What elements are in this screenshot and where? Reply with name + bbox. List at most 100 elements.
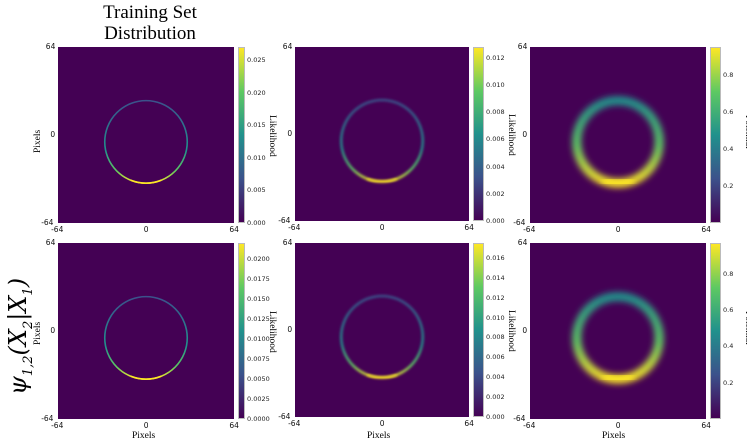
colorbar-tick-6-0: 0.2 bbox=[723, 378, 734, 387]
x-tick-4-0: -64 bbox=[51, 421, 64, 430]
ring-peak-mark-5 bbox=[366, 373, 398, 379]
x-tick-5-1: 0 bbox=[379, 419, 385, 428]
y-tick-4-0: 64 bbox=[45, 238, 56, 247]
colorbar-tick-4-2: 0.0050 bbox=[247, 375, 270, 383]
heatmap-panel-1 bbox=[58, 47, 234, 223]
x-tick-2-1: 0 bbox=[379, 223, 385, 232]
colorbar-label-4: Likelihood bbox=[267, 311, 277, 353]
ring-peak-mark-3 bbox=[601, 176, 635, 188]
colorbar-tick-1-0: 0.000 bbox=[247, 219, 266, 227]
x-tick-3-0: -64 bbox=[523, 225, 536, 234]
colorbar-tick-5-8: 0.016 bbox=[486, 253, 505, 262]
x-tick-6-1: 0 bbox=[615, 421, 621, 430]
colorbar-3 bbox=[710, 47, 721, 223]
colorbar-tick-1-1: 0.005 bbox=[247, 186, 266, 195]
ring-peak-mark-6 bbox=[601, 372, 635, 384]
y-tick-3-2: -64 bbox=[513, 218, 526, 227]
colorbar-tick-2-6: 0.012 bbox=[486, 53, 505, 62]
heatmap-panel-6 bbox=[530, 243, 706, 419]
colorbar-tick-1-5: 0.025 bbox=[247, 56, 266, 65]
y-tick-2-1: 0 bbox=[287, 129, 293, 138]
y-tick-2-0: 64 bbox=[282, 42, 293, 51]
colorbar-6 bbox=[710, 243, 721, 419]
x-tick-1-0: -64 bbox=[51, 225, 64, 234]
colorbar-tick-4-8: 0.0200 bbox=[247, 255, 270, 263]
colorbar-tick-2-2: 0.004 bbox=[486, 162, 505, 171]
ring-peak-mark-4 bbox=[130, 375, 162, 380]
row-label: ψ1,2(X2|X1) bbox=[4, 277, 36, 395]
column-title: Training Set Distribution bbox=[75, 2, 225, 44]
ring-peak-mark-1 bbox=[130, 179, 162, 184]
colorbar-tick-1-4: 0.020 bbox=[247, 88, 266, 97]
y-tick-5-0: 64 bbox=[282, 238, 293, 247]
colorbar-tick-4-1: 0.0025 bbox=[247, 395, 270, 403]
heatmap-svg-6 bbox=[572, 292, 664, 384]
y-tick-1-0: 64 bbox=[45, 42, 56, 51]
heatmap-svg-1 bbox=[103, 99, 189, 184]
colorbar-tick-2-4: 0.008 bbox=[486, 108, 505, 117]
colorbar-tick-3-2: 0.6 bbox=[723, 107, 734, 116]
colorbar-tick-3-0: 0.2 bbox=[723, 181, 734, 190]
y-tick-5-1: 0 bbox=[287, 325, 293, 334]
colorbar-5 bbox=[473, 243, 484, 417]
colorbar-2 bbox=[473, 47, 484, 221]
colorbar-tick-2-0: 0.000 bbox=[486, 217, 505, 225]
ring-mark-5 bbox=[340, 294, 424, 379]
colorbar-label-5: Likelihood bbox=[506, 310, 516, 352]
heatmap-svg-4 bbox=[103, 295, 189, 380]
colorbar-label-3: Potential bbox=[743, 115, 747, 149]
colorbar-4 bbox=[238, 243, 245, 419]
ring-mark-6 bbox=[572, 292, 664, 384]
y-tick-3-0: 64 bbox=[517, 42, 528, 51]
colorbar-tick-5-6: 0.012 bbox=[486, 293, 505, 302]
colorbar-tick-4-6: 0.0150 bbox=[247, 295, 270, 303]
ring-mark-1 bbox=[103, 99, 189, 184]
colorbar-tick-4-5: 0.0125 bbox=[247, 315, 270, 323]
y-tick-6-0: 64 bbox=[517, 238, 528, 247]
x-tick-4-1: 0 bbox=[143, 421, 149, 430]
ring-peak-mark-2 bbox=[366, 177, 398, 183]
x-tick-4-2: 64 bbox=[229, 421, 239, 430]
colorbar-tick-6-1: 0.4 bbox=[723, 342, 734, 351]
heatmap-panel-2 bbox=[295, 47, 469, 221]
colorbar-tick-4-7: 0.0175 bbox=[247, 275, 270, 283]
ring-mark-3 bbox=[572, 96, 664, 188]
colorbar-tick-2-1: 0.002 bbox=[486, 189, 505, 198]
y-tick-6-2: -64 bbox=[513, 414, 526, 423]
colorbar-tick-1-2: 0.010 bbox=[247, 153, 266, 162]
colorbar-tick-2-3: 0.006 bbox=[486, 135, 505, 144]
x-tick-5-2: 64 bbox=[464, 419, 474, 428]
colorbar-tick-5-5: 0.010 bbox=[486, 313, 505, 322]
colorbar-tick-3-1: 0.4 bbox=[723, 144, 734, 153]
y-axis-label-top: Pixels bbox=[33, 129, 43, 153]
colorbar-tick-5-7: 0.014 bbox=[486, 273, 505, 282]
x-tick-1-2: 64 bbox=[229, 225, 239, 234]
colorbar-1 bbox=[238, 47, 245, 223]
colorbar-tick-5-3: 0.006 bbox=[486, 353, 505, 362]
ring-mark-4 bbox=[103, 295, 189, 380]
colorbar-tick-5-0: 0.000 bbox=[486, 413, 505, 421]
colorbar-tick-4-0: 0.0000 bbox=[247, 415, 270, 423]
colorbar-tick-5-1: 0.002 bbox=[486, 393, 505, 402]
x-axis-label-2: Pixels bbox=[367, 431, 391, 441]
heatmap-svg-2 bbox=[340, 98, 424, 183]
heatmap-panel-5 bbox=[295, 243, 469, 417]
x-axis-label-1: Pixels bbox=[132, 431, 156, 441]
x-tick-6-0: -64 bbox=[523, 421, 536, 430]
x-tick-1-1: 0 bbox=[143, 225, 149, 234]
heatmap-svg-5 bbox=[340, 294, 424, 379]
colorbar-tick-4-4: 0.0100 bbox=[247, 335, 270, 343]
y-tick-4-2: -64 bbox=[41, 414, 54, 423]
colorbar-tick-5-2: 0.004 bbox=[486, 373, 505, 382]
colorbar-label-1: Likelihood bbox=[267, 115, 277, 157]
column-title-line-1: Training Set bbox=[103, 2, 197, 23]
y-tick-2-2: -64 bbox=[278, 216, 291, 225]
x-tick-3-1: 0 bbox=[615, 225, 621, 234]
x-tick-6-2: 64 bbox=[701, 421, 711, 430]
y-tick-6-1: 0 bbox=[522, 326, 528, 335]
colorbar-tick-2-5: 0.010 bbox=[486, 81, 505, 90]
y-axis-label-bottom: Pixels bbox=[33, 321, 43, 345]
colorbar-tick-4-3: 0.0075 bbox=[247, 355, 270, 363]
colorbar-tick-6-2: 0.6 bbox=[723, 306, 734, 315]
colorbar-tick-6-3: 0.8 bbox=[723, 269, 734, 278]
